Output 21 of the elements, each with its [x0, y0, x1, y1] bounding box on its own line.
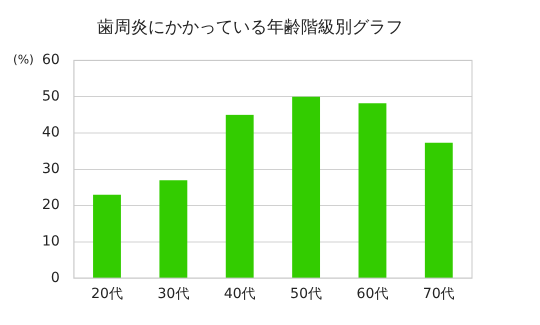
y-tick-label: 30 [42, 160, 60, 177]
bar [159, 180, 188, 278]
y-tick-label: 60 [42, 52, 60, 68]
y-tick-label: 10 [42, 234, 60, 250]
y-tick-label: 0 [50, 270, 60, 286]
bar [93, 194, 121, 278]
y-axis-title: (%) [13, 52, 34, 67]
x-tick-label: 70代 [422, 286, 455, 302]
y-tick-label: 50 [42, 88, 60, 104]
bar [358, 103, 386, 278]
x-tick-label: 40代 [224, 286, 256, 302]
x-tick-label: 50代 [290, 286, 322, 302]
y-tick-label: 20 [42, 197, 60, 214]
chart-title: 歯周炎にかかっている年齢階級別グラフ [97, 18, 403, 38]
bar [292, 96, 320, 278]
y-tick-label: 40 [42, 124, 60, 141]
bar [226, 114, 254, 278]
bar [424, 142, 453, 278]
x-tick-label: 30代 [157, 286, 190, 302]
x-tick-label: 60代 [356, 286, 388, 302]
x-tick-label: 20代 [91, 286, 123, 302]
